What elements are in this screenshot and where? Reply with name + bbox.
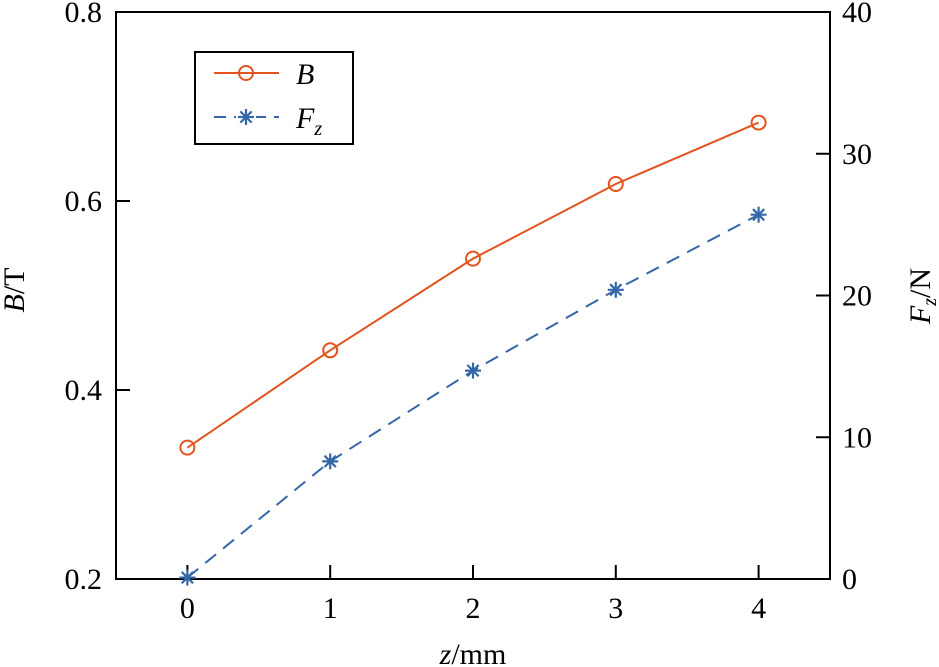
svg-text:Fz: Fz bbox=[295, 102, 322, 140]
left-y-axis-ticks: 0.2 0.4 0.6 0.8 bbox=[65, 0, 130, 596]
left-y-tick-label: 0.8 bbox=[65, 0, 103, 29]
asterisk-marker-icon bbox=[238, 109, 254, 125]
x-tick-label: 2 bbox=[466, 592, 481, 625]
left-y-tick-label: 0.4 bbox=[65, 374, 103, 407]
asterisk-marker-icon bbox=[322, 453, 339, 470]
asterisk-marker-icon bbox=[607, 281, 624, 298]
series-fz bbox=[179, 206, 767, 586]
svg-text:B: B bbox=[296, 58, 314, 91]
asterisk-marker-icon bbox=[179, 569, 196, 586]
series-layer bbox=[179, 114, 767, 586]
series-b bbox=[179, 114, 767, 456]
x-tick-label: 4 bbox=[751, 592, 766, 625]
legend-item-fz: Fz bbox=[214, 102, 322, 140]
circle-marker-icon bbox=[465, 250, 481, 267]
circle-marker-icon bbox=[750, 114, 767, 131]
circle-marker-icon bbox=[607, 175, 624, 192]
legend: B Fz bbox=[194, 51, 354, 145]
right-y-axis-ticks: 0 10 20 30 40 bbox=[816, 0, 872, 596]
asterisk-marker-icon bbox=[750, 206, 767, 223]
x-tick-label: 0 bbox=[180, 592, 195, 625]
left-y-tick-label: 0.6 bbox=[65, 185, 103, 218]
x-axis-ticks: 0 1 2 3 4 bbox=[180, 565, 766, 625]
right-y-tick-label: 40 bbox=[842, 0, 872, 29]
right-y-tick-label: 0 bbox=[842, 563, 857, 596]
x-tick-label: 3 bbox=[608, 592, 623, 625]
circle-marker-icon bbox=[179, 439, 196, 456]
right-y-axis-title: Fz/N bbox=[904, 268, 939, 325]
left-y-tick-label: 0.2 bbox=[65, 563, 103, 596]
right-y-tick-label: 20 bbox=[842, 280, 872, 313]
circle-marker-icon bbox=[238, 65, 254, 81]
left-y-axis-title: B/T bbox=[0, 268, 31, 313]
legend-box bbox=[194, 51, 354, 145]
circle-marker-icon bbox=[322, 342, 339, 359]
asterisk-marker-icon bbox=[465, 362, 481, 379]
right-y-tick-label: 10 bbox=[842, 421, 872, 454]
right-y-tick-label: 30 bbox=[842, 138, 872, 171]
legend-item-b: B bbox=[214, 58, 314, 91]
x-tick-label: 1 bbox=[323, 592, 338, 625]
x-axis-title: z/mm bbox=[439, 638, 507, 667]
